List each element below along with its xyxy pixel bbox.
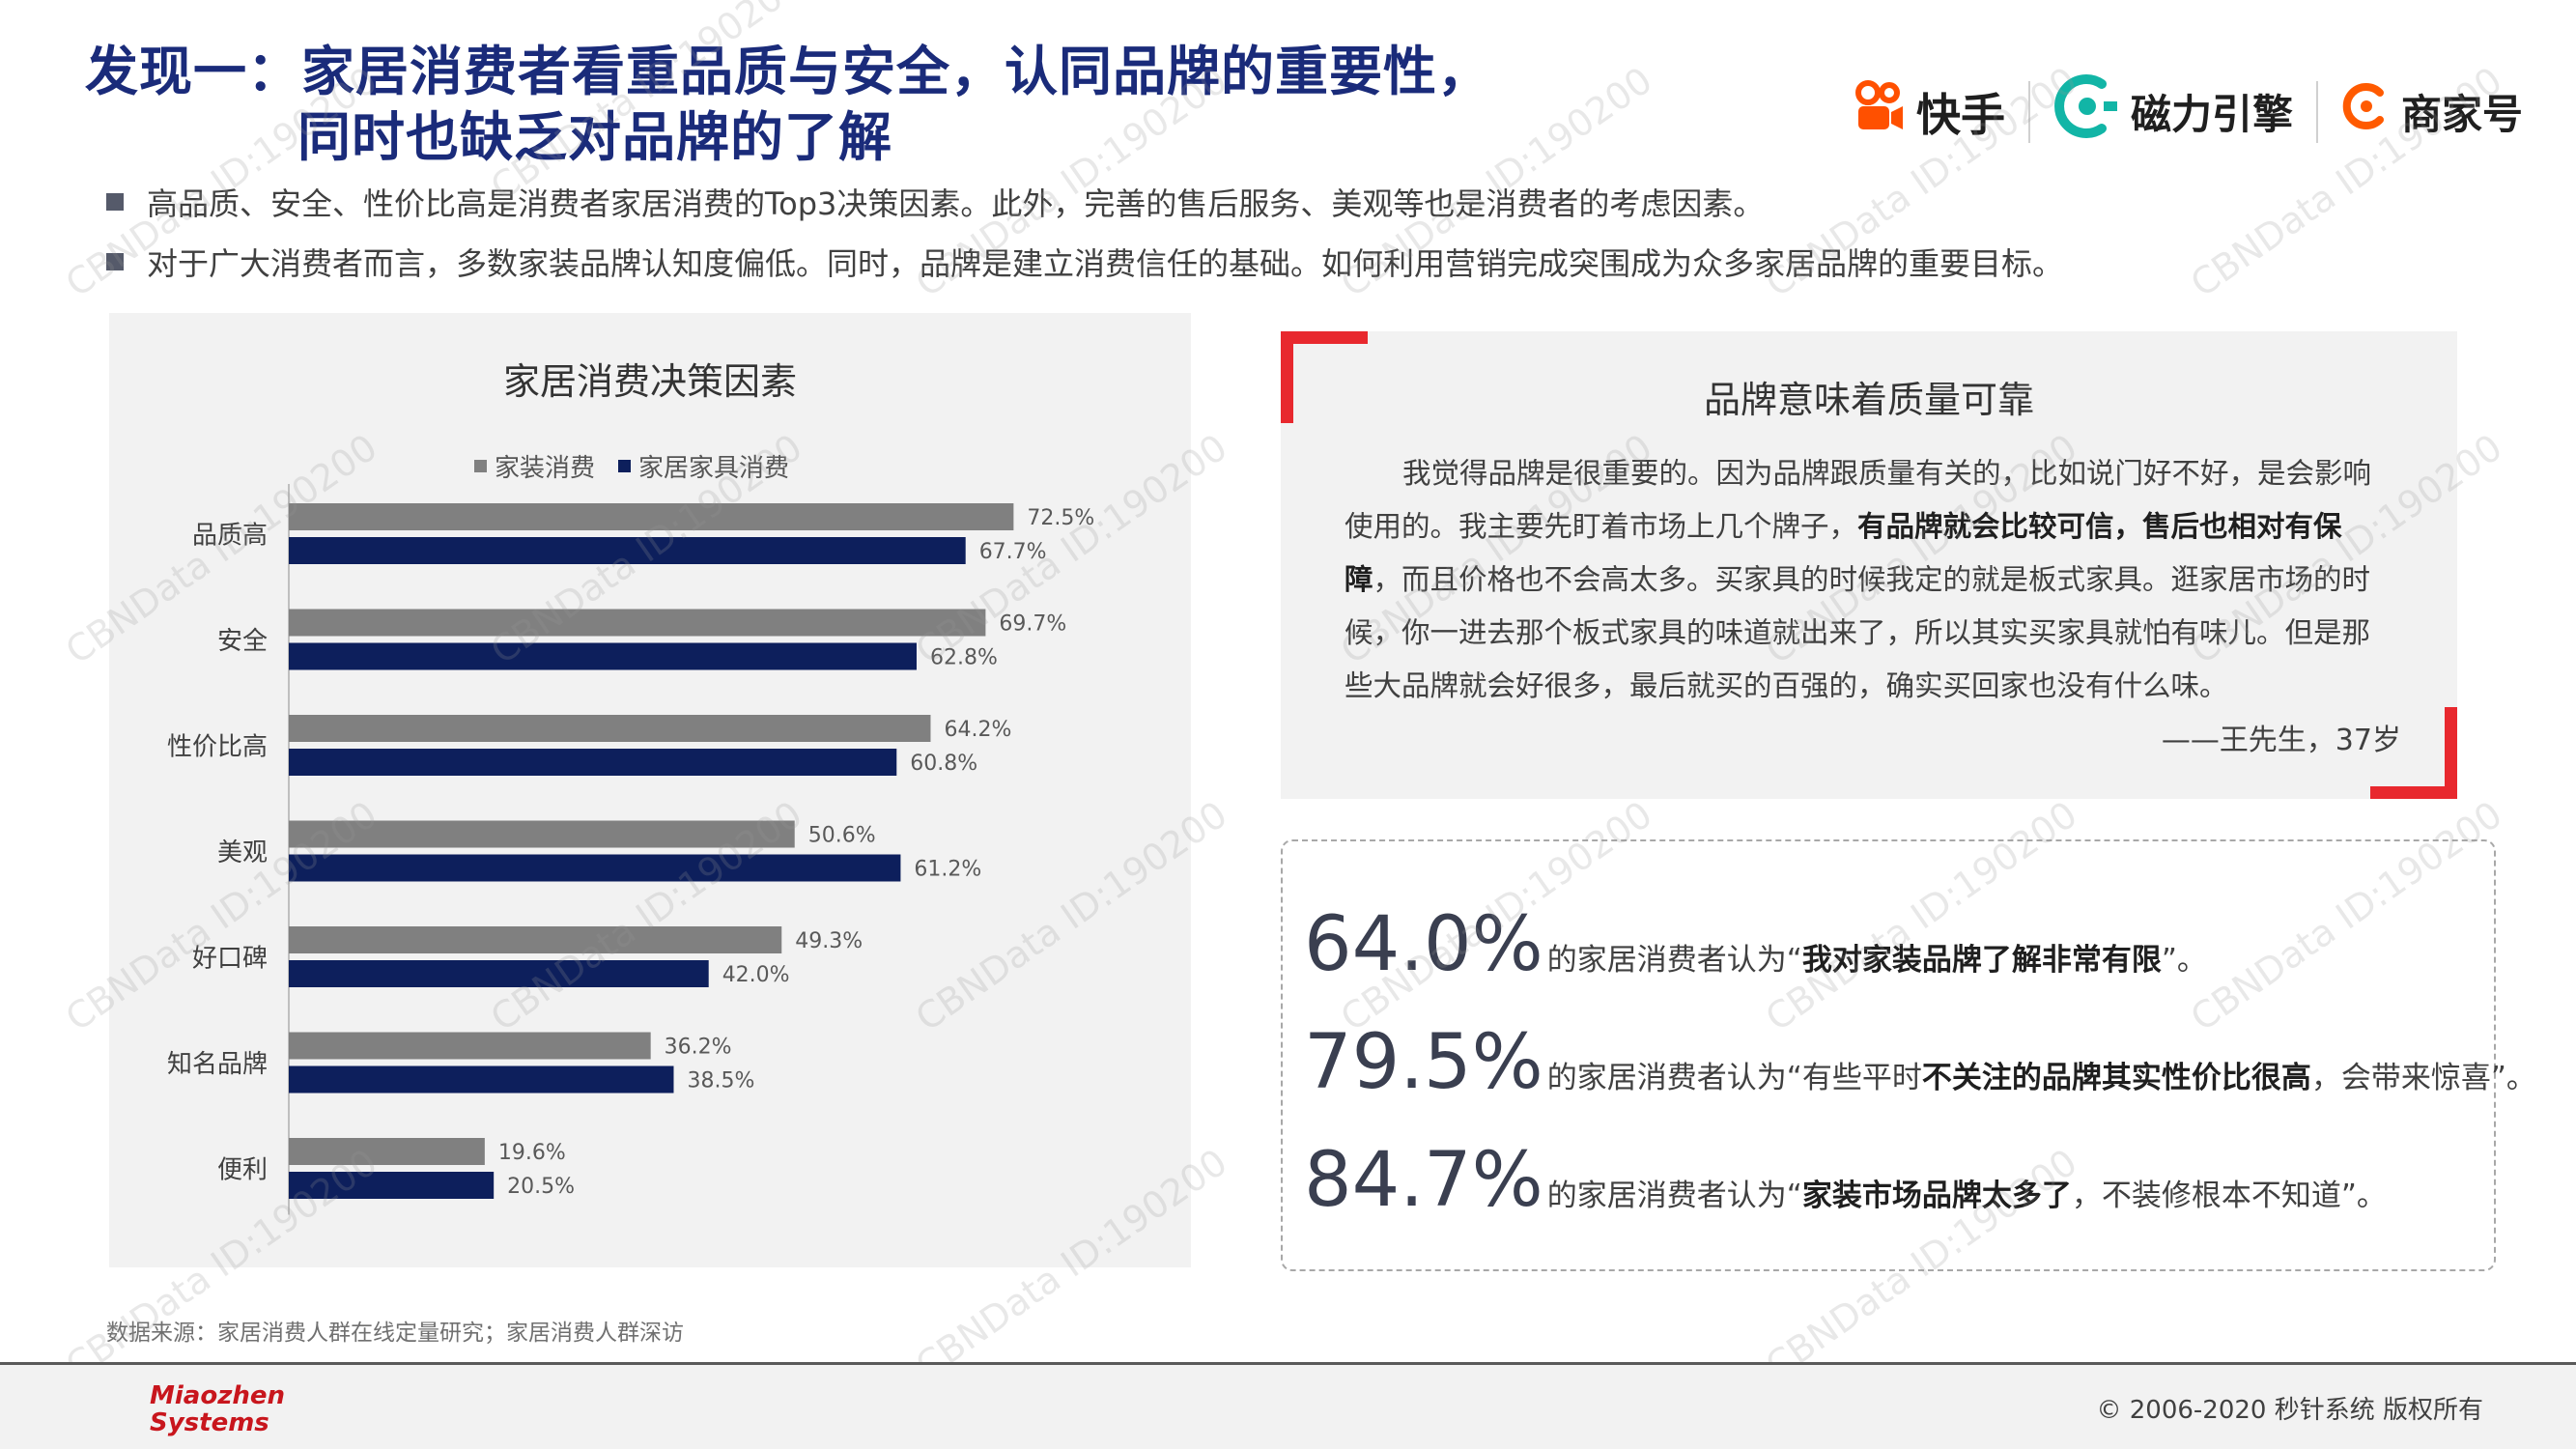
bar-home-decor bbox=[289, 503, 1014, 530]
bar-value-label: 67.7% bbox=[979, 540, 1047, 564]
bar-home-decor bbox=[289, 609, 986, 637]
kuaishou-icon bbox=[1853, 79, 1907, 144]
bar-chart-plot: 品质高 72.5% 67.7% 安全 69.7%62.8% 性价比高 64.2% 60.8% 美… bbox=[167, 484, 1094, 1215]
cili-logo: 磁力引擎 bbox=[2053, 72, 2293, 151]
quote-panel: 品牌意味着质量可靠 我觉得品牌是很重要的。因为品牌跟质量有关的，比如说门好不好，… bbox=[1281, 331, 2457, 799]
quote-text-1: 我觉得品牌是很重要的。因为品牌跟质量有关的，比如说门好不好，是会影响使用的。我主… bbox=[1345, 457, 2372, 543]
quote-title: 品牌意味着质量可靠 bbox=[1703, 379, 2034, 421]
bullet-text: 高品质、安全、性价比高是消费者家居消费的Top3决策因素。此外，完善的售后服务、… bbox=[147, 185, 1765, 222]
legend-swatch bbox=[618, 460, 632, 472]
bar-home-decor bbox=[289, 926, 782, 953]
shangjia-logo: 商家号 bbox=[2341, 81, 2523, 142]
bar-home-decor bbox=[289, 1138, 485, 1165]
stat-value: 84.7% bbox=[1304, 1137, 1543, 1224]
partner-logos: 快手 磁力引擎 商家号 bbox=[1853, 72, 2523, 151]
chart-legend: 家装消费 家居家具消费 bbox=[474, 448, 812, 484]
title-line-1: 发现一：家居消费者看重品质与安全，认同品牌的重要性， bbox=[85, 41, 1492, 102]
stat-text: 的家居消费者认为“家装市场品牌太多了，不装修根本不知道”。 bbox=[1546, 1179, 2387, 1213]
decision-factors-chart-panel: 家居消费决策因素 家装消费 家居家具消费 品质高 72.5% 67.7% 安全 69.7… bbox=[109, 313, 1191, 1267]
footer-divider bbox=[0, 1362, 2576, 1365]
category-label: 便利 bbox=[217, 1156, 268, 1185]
bar-value-label: 50.6% bbox=[808, 824, 876, 848]
bar-furniture bbox=[289, 642, 917, 670]
bar-value-label: 49.3% bbox=[795, 929, 863, 953]
stat-value: 64.0% bbox=[1304, 901, 1543, 988]
stat-text: 的家居消费者认为“我对家装品牌了解非常有限”。 bbox=[1546, 943, 2207, 978]
stat-text: 的家居消费者认为“有些平时不关注的品牌其实性价比很高，会带来惊喜”。 bbox=[1546, 1061, 2536, 1095]
bar-value-label: 36.2% bbox=[665, 1036, 732, 1060]
bar-home-decor bbox=[289, 715, 931, 742]
category-label: 好口碑 bbox=[192, 945, 268, 974]
legend-label: 家居家具消费 bbox=[638, 454, 790, 483]
legend-item-home-decor: 家装消费 bbox=[474, 448, 595, 484]
bar-value-label: 42.0% bbox=[722, 963, 790, 987]
bar-value-label: 20.5% bbox=[507, 1175, 575, 1199]
quote-author: ——王先生，37岁 bbox=[2161, 724, 2401, 757]
bar-furniture bbox=[289, 1065, 674, 1094]
bar-value-label: 62.8% bbox=[930, 646, 998, 670]
corner-accent-top-left bbox=[1281, 331, 1368, 344]
stat-row: 79.5% 的家居消费者认为“有些平时不关注的品牌其实性价比很高，会带来惊喜”。 bbox=[1304, 1019, 2536, 1106]
bar-value-label: 69.7% bbox=[999, 612, 1066, 637]
page-title: 发现一：家居消费者看重品质与安全，认同品牌的重要性， 同时也缺乏对品牌的了解 bbox=[85, 39, 1491, 170]
shangjia-icon bbox=[2341, 81, 2392, 142]
bar-value-label: 64.2% bbox=[944, 718, 1011, 742]
bullet-marker bbox=[106, 193, 124, 211]
quote-text-2: ，而且价格也不会高太多。买家具的时候我定的就是板式家具。逛家居市场的时候，你一进… bbox=[1345, 563, 2371, 702]
title-line-2: 同时也缺乏对品牌的了解 bbox=[297, 106, 893, 168]
bar-furniture bbox=[289, 1172, 495, 1199]
logo-divider bbox=[2315, 80, 2318, 143]
bar-furniture bbox=[289, 749, 897, 776]
summary-bullets: 高品质、安全、性价比高是消费者家居消费的Top3决策因素。此外，完善的售后服务、… bbox=[106, 172, 2063, 292]
shangjia-label: 商家号 bbox=[2400, 91, 2523, 138]
corner-accent-top-left bbox=[1281, 331, 1293, 423]
legend-item-furniture: 家居家具消费 bbox=[618, 448, 789, 484]
category-label: 品质高 bbox=[192, 522, 268, 551]
bar-value-label: 72.5% bbox=[1027, 506, 1094, 530]
bar-value-label: 19.6% bbox=[498, 1141, 566, 1165]
bullet-text: 对于广大消费者而言，多数家装品牌认知度偏低。同时，品牌是建立消费信任的基础。如何… bbox=[147, 245, 2064, 282]
cili-label: 磁力引擎 bbox=[2130, 91, 2293, 138]
legend-swatch bbox=[474, 460, 487, 472]
bullet-item: 对于广大消费者而言，多数家装品牌认知度偏低。同时，品牌是建立消费信任的基础。如何… bbox=[106, 232, 2063, 292]
stat-row: 64.0% 的家居消费者认为“我对家装品牌了解非常有限”。 bbox=[1304, 901, 2207, 988]
bar-home-decor bbox=[289, 1032, 651, 1060]
kuaishou-label: 快手 bbox=[1915, 88, 2005, 141]
bar-home-decor bbox=[289, 820, 795, 848]
bar-furniture bbox=[289, 537, 966, 564]
quote-body: 我觉得品牌是很重要的。因为品牌跟质量有关的，比如说门好不好，是会影响使用的。我主… bbox=[1345, 447, 2372, 713]
bullet-item: 高品质、安全、性价比高是消费者家居消费的Top3决策因素。此外，完善的售后服务、… bbox=[106, 172, 2063, 232]
miaozhen-logo: Miaozhen Systems bbox=[150, 1381, 285, 1437]
corner-accent-bottom-right bbox=[2445, 707, 2457, 799]
bar-furniture bbox=[289, 854, 901, 882]
bullet-marker bbox=[106, 253, 124, 270]
category-label: 安全 bbox=[217, 627, 268, 656]
stat-value: 79.5% bbox=[1304, 1019, 1543, 1106]
kuaishou-logo: 快手 bbox=[1853, 79, 2005, 144]
corner-accent-bottom-right bbox=[2370, 786, 2457, 799]
category-label: 性价比高 bbox=[167, 733, 268, 762]
category-label: 知名品牌 bbox=[167, 1050, 268, 1079]
bar-value-label: 61.2% bbox=[914, 858, 981, 882]
footer: Miaozhen Systems © 2006-2020 秒针系统 版权所有 bbox=[0, 1365, 2576, 1449]
logo-divider bbox=[2027, 80, 2030, 143]
cili-icon bbox=[2053, 72, 2121, 151]
bar-furniture bbox=[289, 960, 709, 987]
quote-text-bold: 有品牌就会比较可信，售后也相对有保障 bbox=[1345, 510, 2342, 596]
chart-title: 家居消费决策因素 bbox=[502, 360, 797, 403]
stat-row: 84.7% 的家居消费者认为“家装市场品牌太多了，不装修根本不知道”。 bbox=[1304, 1137, 2387, 1224]
stats-panel: 64.0% 的家居消费者认为“我对家装品牌了解非常有限”。 79.5% 的家居消… bbox=[1281, 839, 2536, 1271]
legend-label: 家装消费 bbox=[495, 454, 596, 483]
copyright-text: © 2006-2020 秒针系统 版权所有 bbox=[2096, 1396, 2483, 1425]
bar-value-label: 60.8% bbox=[910, 752, 977, 776]
category-label: 美观 bbox=[217, 838, 268, 867]
data-source-note: 数据来源：家居消费人群在线定量研究；家居消费人群深访 bbox=[106, 1321, 684, 1346]
bar-value-label: 38.5% bbox=[687, 1069, 754, 1094]
